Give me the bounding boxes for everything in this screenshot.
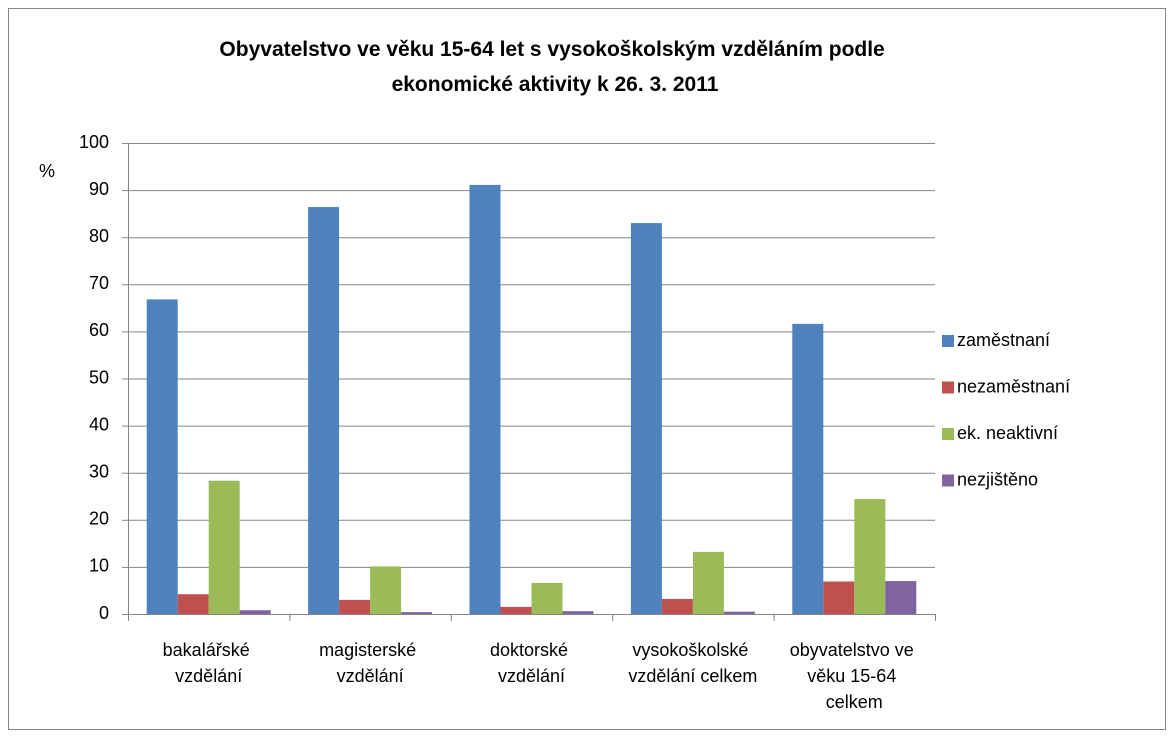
bar (469, 184, 501, 614)
bar (208, 480, 240, 614)
y-tick-label: 10 (89, 556, 109, 576)
x-tick-label: obyvatelstvo ve věku 15-64 celkem (790, 640, 919, 712)
y-tick-label: 100 (79, 132, 109, 152)
bar (177, 594, 209, 614)
legend-swatch (942, 428, 954, 440)
bar (885, 581, 917, 614)
x-tick-label: doktorské vzdělání (490, 640, 573, 686)
legend-label: nezjištěno (957, 469, 1038, 489)
x-tick-label: vysokoškolské vzdělání celkem (628, 640, 757, 686)
legend-label: nezaměstnaní (957, 376, 1070, 396)
chart-border (8, 8, 1166, 730)
bar (500, 606, 532, 614)
bar (531, 582, 563, 614)
y-tick-label: 0 (99, 603, 109, 623)
bar (792, 323, 824, 614)
y-tick-label: 80 (89, 226, 109, 246)
bar (562, 611, 594, 614)
bar (630, 223, 662, 614)
bar (370, 566, 402, 614)
legend-label: ek. neaktivní (957, 423, 1058, 443)
y-axis-label: % (39, 161, 55, 181)
bar (339, 599, 371, 614)
y-tick-label: 50 (89, 367, 109, 387)
y-tick-label: 40 (89, 414, 109, 434)
y-tick-label: 20 (89, 509, 109, 529)
y-tick-label: 90 (89, 179, 109, 199)
legend-swatch (942, 335, 954, 347)
bar (239, 610, 271, 614)
bar (692, 551, 724, 614)
legend-swatch (942, 474, 954, 487)
bar (854, 499, 886, 614)
bar (661, 598, 693, 614)
bar (308, 207, 340, 614)
y-tick-label: 70 (89, 273, 109, 293)
x-tick-label: bakalářské vzdělání (163, 640, 255, 686)
bar (401, 612, 433, 614)
y-tick-label: 60 (89, 320, 109, 340)
bar (723, 611, 755, 614)
chart-title: Obyvatelstvo ve věku 15-64 let s vysokoš… (219, 38, 890, 96)
bar (823, 581, 855, 614)
x-tick-label: magisterské vzdělání (319, 640, 421, 686)
legend-swatch (942, 381, 954, 394)
legend-label: zaměstnaní (957, 330, 1050, 350)
y-tick-label: 30 (89, 461, 109, 481)
bar (146, 299, 178, 614)
